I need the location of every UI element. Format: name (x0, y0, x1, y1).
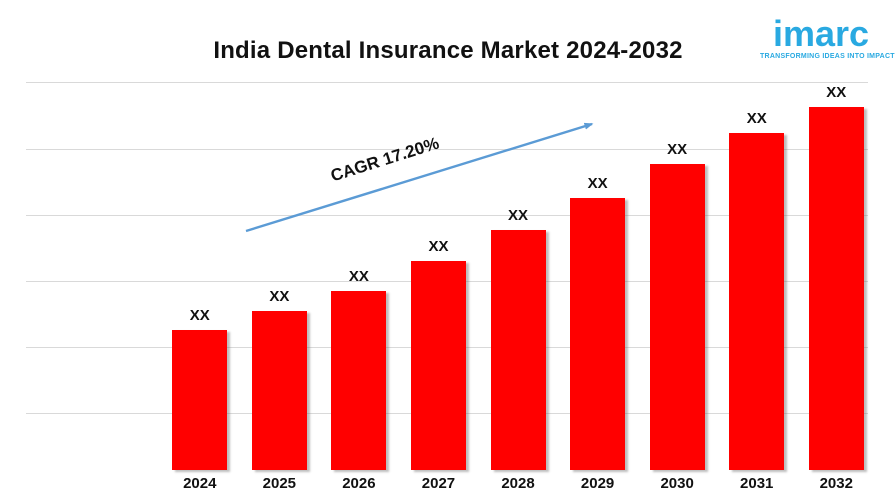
bar-column-2028: XX 2028 (478, 82, 558, 492)
imarc-logo-tagline: TRANSFORMING IDEAS INTO IMPACT (760, 53, 895, 60)
bar-2028 (490, 230, 546, 470)
bar-column-2025: XX 2025 (240, 82, 320, 492)
bar-column-2027: XX 2027 (399, 82, 479, 492)
bar-value-label: XX (667, 141, 688, 158)
bar-value-label: XX (269, 288, 290, 305)
bar-column-2029: XX 2029 (558, 82, 638, 492)
x-axis-label-2026: 2026 (342, 475, 376, 492)
bar-column-2032: XX 2032 (797, 82, 877, 492)
bar-2030 (649, 164, 705, 470)
bar-2024 (172, 330, 228, 470)
x-axis-label-2024: 2024 (183, 475, 217, 492)
bar-value-label: XX (428, 238, 449, 255)
bar-2027 (410, 261, 466, 470)
bar-value-label: XX (508, 207, 529, 224)
bars-area: XX 2024 XX 2025 XX 2026 XX 2027 XX 2028 XX 2029 XX 20… (160, 82, 877, 492)
bar-value-label: XX (189, 307, 210, 324)
bar-column-2026: XX 2026 (319, 82, 399, 492)
x-axis-label-2031: 2031 (740, 475, 774, 492)
bar-value-label: XX (348, 268, 369, 285)
bar-2031 (729, 133, 785, 470)
gridline-top (26, 82, 868, 83)
bar-2032 (808, 107, 864, 470)
bar-column-2030: XX 2030 (637, 82, 717, 492)
bar-value-label: XX (826, 84, 847, 101)
x-axis-label-2029: 2029 (580, 475, 615, 492)
x-axis-label-2028: 2028 (501, 475, 535, 492)
x-axis-label-2027: 2027 (421, 475, 456, 492)
x-axis-label-2025: 2025 (262, 475, 297, 492)
bar-column-2024: XX 2024 (160, 82, 240, 492)
bar-value-label: XX (587, 175, 608, 192)
x-axis-label-2032: 2032 (819, 475, 853, 492)
imarc-logo: imarc TRANSFORMING IDEAS INTO IMPACT (760, 13, 895, 61)
bar-2025 (251, 311, 307, 470)
bar-column-2031: XX 2031 (717, 82, 797, 492)
bar-2029 (570, 198, 626, 470)
chart-title: India Dental Insurance Market 2024-2032 (213, 37, 683, 64)
bar-value-label: XX (746, 110, 767, 127)
imarc-logo-text: imarc (772, 13, 870, 54)
x-axis-label-2030: 2030 (660, 475, 694, 492)
bar-2026 (331, 291, 387, 470)
